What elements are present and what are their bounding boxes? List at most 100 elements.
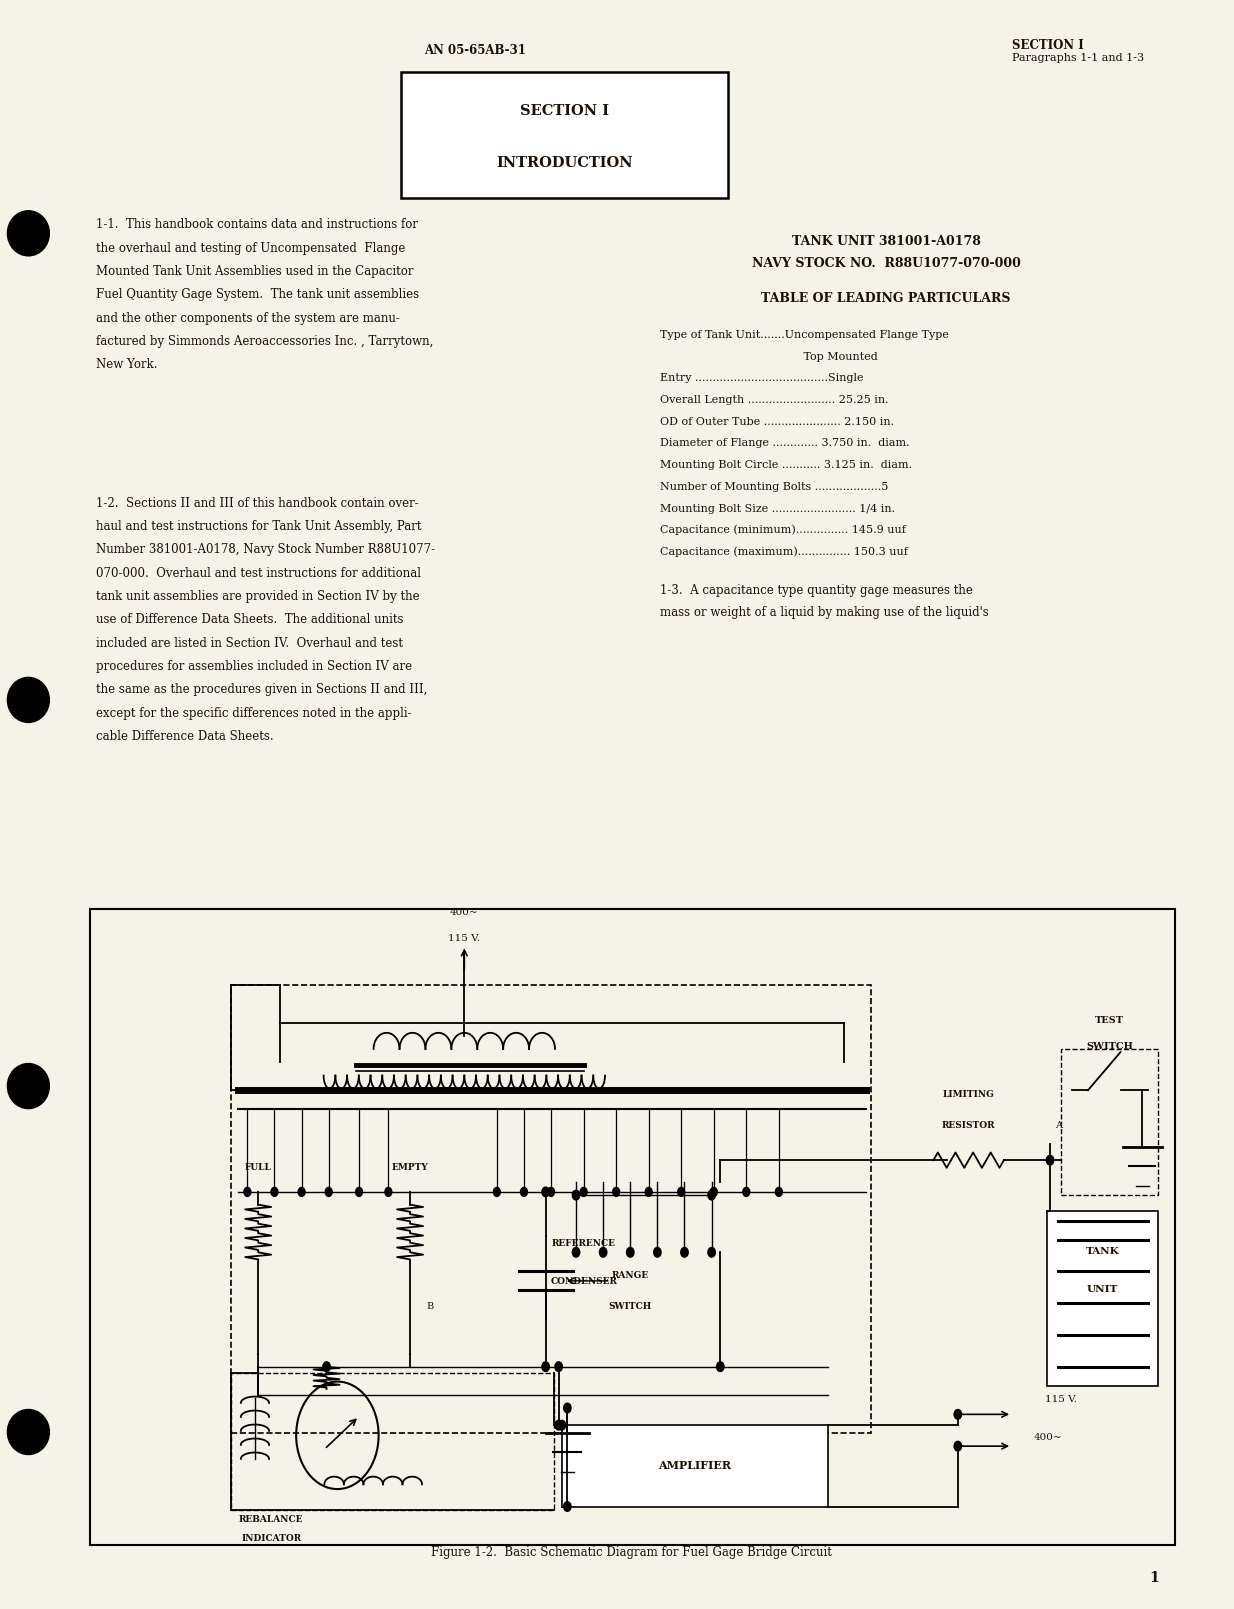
Text: 115 V.: 115 V.: [448, 933, 480, 943]
Circle shape: [355, 1187, 363, 1197]
Circle shape: [521, 1187, 527, 1197]
Bar: [231, 1372, 554, 1509]
Ellipse shape: [7, 1409, 49, 1455]
Circle shape: [271, 1187, 278, 1197]
Circle shape: [677, 1187, 685, 1197]
Text: RESISTOR: RESISTOR: [942, 1121, 996, 1131]
Text: REBALANCE: REBALANCE: [239, 1516, 304, 1524]
Circle shape: [299, 1187, 305, 1197]
Text: TANK: TANK: [1086, 1247, 1119, 1257]
Text: Fuel Quantity Gage System.  The tank unit assemblies: Fuel Quantity Gage System. The tank unit…: [96, 288, 420, 301]
Text: Figure 1-2.  Basic Schematic Diagram for Fuel Gage Bridge Circuit: Figure 1-2. Basic Schematic Diagram for …: [432, 1546, 832, 1559]
Text: TANK UNIT 381001-A0178: TANK UNIT 381001-A0178: [791, 235, 981, 248]
Circle shape: [558, 1421, 565, 1430]
Text: SECTION I: SECTION I: [1012, 39, 1083, 51]
FancyBboxPatch shape: [401, 72, 728, 198]
Bar: [561, 1426, 828, 1506]
Circle shape: [708, 1247, 716, 1257]
Circle shape: [564, 1501, 571, 1511]
Circle shape: [627, 1247, 634, 1257]
Text: AMPLIFIER: AMPLIFIER: [658, 1461, 732, 1471]
Circle shape: [555, 1361, 563, 1371]
Circle shape: [548, 1187, 554, 1197]
Text: SWITCH: SWITCH: [1086, 1043, 1133, 1051]
Text: Diameter of Flange ............. 3.750 in.  diam.: Diameter of Flange ............. 3.750 i…: [660, 439, 909, 449]
Text: Mounted Tank Unit Assemblies used in the Capacitor: Mounted Tank Unit Assemblies used in the…: [96, 265, 413, 278]
Circle shape: [580, 1187, 587, 1197]
Text: Paragraphs 1-1 and 1-3: Paragraphs 1-1 and 1-3: [1012, 53, 1144, 63]
Text: the same as the procedures given in Sections II and III,: the same as the procedures given in Sect…: [96, 684, 428, 697]
Text: TEST: TEST: [1096, 1017, 1124, 1025]
Circle shape: [494, 1187, 500, 1197]
Bar: [90, 909, 1175, 1545]
Text: Number 381001-A0178, Navy Stock Number R88U1077-: Number 381001-A0178, Navy Stock Number R…: [96, 544, 436, 557]
Circle shape: [645, 1187, 652, 1197]
Circle shape: [600, 1247, 607, 1257]
Text: Overall Length ......................... 25.25 in.: Overall Length .........................…: [660, 396, 888, 405]
Ellipse shape: [7, 211, 49, 256]
Text: FULL: FULL: [244, 1163, 271, 1171]
Circle shape: [542, 1187, 549, 1197]
Text: included are listed in Section IV.  Overhaul and test: included are listed in Section IV. Overh…: [96, 637, 404, 650]
Circle shape: [573, 1247, 580, 1257]
Text: 400~: 400~: [1034, 1432, 1062, 1442]
Text: mass or weight of a liquid by making use of the liquid's: mass or weight of a liquid by making use…: [660, 607, 988, 619]
Text: and the other components of the system are manu-: and the other components of the system a…: [96, 312, 400, 325]
Text: 1-1.  This handbook contains data and instructions for: 1-1. This handbook contains data and ins…: [96, 219, 418, 232]
Circle shape: [542, 1361, 549, 1371]
Text: TABLE OF LEADING PARTICULARS: TABLE OF LEADING PARTICULARS: [761, 293, 1011, 306]
Text: LIMITING: LIMITING: [943, 1089, 995, 1099]
Text: New York.: New York.: [96, 359, 158, 372]
Text: use of Difference Data Sheets.  The additional units: use of Difference Data Sheets. The addit…: [96, 613, 404, 626]
Text: 1-3.  A capacitance type quantity gage measures the: 1-3. A capacitance type quantity gage me…: [660, 584, 974, 597]
Text: Mounting Bolt Circle ........... 3.125 in.  diam.: Mounting Bolt Circle ........... 3.125 i…: [660, 460, 912, 470]
Circle shape: [323, 1361, 331, 1371]
Text: NAVY STOCK NO.  R88U1077-070-000: NAVY STOCK NO. R88U1077-070-000: [752, 257, 1021, 270]
Text: 1-2.  Sections II and III of this handbook contain over-: 1-2. Sections II and III of this handboo…: [96, 497, 420, 510]
Text: RANGE: RANGE: [612, 1271, 649, 1279]
Circle shape: [654, 1247, 661, 1257]
Circle shape: [573, 1191, 580, 1200]
Bar: [1061, 1049, 1159, 1195]
Text: Top Mounted: Top Mounted: [660, 352, 877, 362]
Text: 115 V.: 115 V.: [1045, 1395, 1076, 1403]
Text: UNIT: UNIT: [1087, 1286, 1118, 1294]
Text: SWITCH: SWITCH: [608, 1302, 652, 1311]
Circle shape: [326, 1187, 332, 1197]
Text: Entry ......................................Single: Entry ..................................…: [660, 373, 864, 383]
Text: procedures for assemblies included in Section IV are: procedures for assemblies included in Se…: [96, 660, 412, 673]
Text: factured by Simmonds Aeroaccessories Inc. , Tarrytown,: factured by Simmonds Aeroaccessories Inc…: [96, 335, 433, 348]
Text: REFERENCE: REFERENCE: [552, 1239, 616, 1249]
Circle shape: [708, 1191, 716, 1200]
Circle shape: [244, 1187, 251, 1197]
Text: except for the specific differences noted in the appli-: except for the specific differences note…: [96, 706, 412, 719]
Bar: [231, 985, 871, 1434]
Text: CONDENSER: CONDENSER: [550, 1278, 617, 1286]
Text: Type of Tank Unit.......Uncompensated Flange Type: Type of Tank Unit.......Uncompensated Fl…: [660, 330, 949, 339]
Circle shape: [564, 1403, 571, 1413]
Text: AN 05-65AB-31: AN 05-65AB-31: [424, 43, 526, 56]
Text: 400~: 400~: [450, 909, 479, 917]
Circle shape: [717, 1361, 724, 1371]
Text: A: A: [1055, 1121, 1062, 1131]
Text: Mounting Bolt Size ........................ 1/4 in.: Mounting Bolt Size .....................…: [660, 504, 896, 513]
Circle shape: [954, 1442, 961, 1451]
Text: 1: 1: [1149, 1570, 1159, 1585]
Text: B: B: [426, 1302, 433, 1311]
Bar: [1046, 1212, 1159, 1385]
Circle shape: [613, 1187, 619, 1197]
Circle shape: [775, 1187, 782, 1197]
Text: SECTION I: SECTION I: [520, 105, 610, 117]
Circle shape: [711, 1187, 717, 1197]
Text: INDICATOR: INDICATOR: [241, 1535, 301, 1543]
Text: tank unit assemblies are provided in Section IV by the: tank unit assemblies are provided in Sec…: [96, 591, 420, 603]
Ellipse shape: [7, 677, 49, 722]
Circle shape: [555, 1421, 563, 1430]
Circle shape: [954, 1409, 961, 1419]
Text: cable Difference Data Sheets.: cable Difference Data Sheets.: [96, 730, 274, 743]
Text: Number of Mounting Bolts ...................5: Number of Mounting Bolts ...............…: [660, 483, 888, 492]
Text: OD of Outer Tube ...................... 2.150 in.: OD of Outer Tube ...................... …: [660, 417, 895, 426]
Ellipse shape: [7, 1064, 49, 1109]
Text: INTRODUCTION: INTRODUCTION: [496, 156, 633, 169]
Text: haul and test instructions for Tank Unit Assembly, Part: haul and test instructions for Tank Unit…: [96, 520, 422, 533]
